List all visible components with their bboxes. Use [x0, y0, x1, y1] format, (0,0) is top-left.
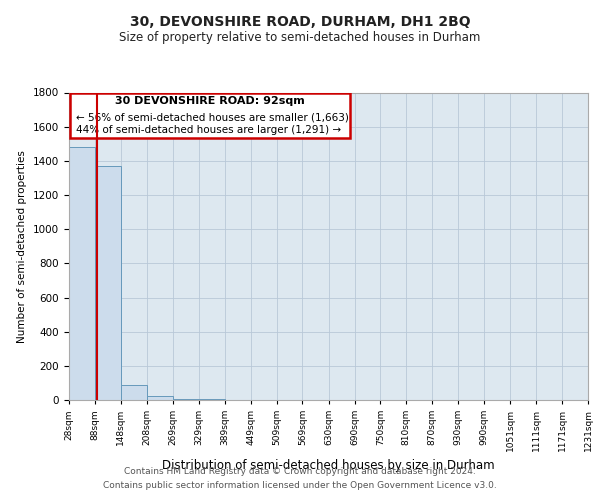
Text: Size of property relative to semi-detached houses in Durham: Size of property relative to semi-detach… [119, 31, 481, 44]
Text: ← 56% of semi-detached houses are smaller (1,663): ← 56% of semi-detached houses are smalle… [76, 113, 349, 123]
Bar [95, 166, 121, 400]
Text: 30 DEVONSHIRE ROAD: 92sqm: 30 DEVONSHIRE ROAD: 92sqm [115, 96, 305, 106]
Text: 30, DEVONSHIRE ROAD, DURHAM, DH1 2BQ: 30, DEVONSHIRE ROAD, DURHAM, DH1 2BQ [130, 16, 470, 30]
Bar [121, 384, 146, 400]
Text: 44% of semi-detached houses are larger (1,291) →: 44% of semi-detached houses are larger (… [76, 125, 341, 135]
Text: Contains HM Land Registry data © Crown copyright and database right 2024.: Contains HM Land Registry data © Crown c… [124, 467, 476, 476]
Text: Contains public sector information licensed under the Open Government Licence v3: Contains public sector information licen… [103, 480, 497, 490]
Bar [173, 399, 199, 400]
Bar [146, 396, 173, 400]
FancyBboxPatch shape [70, 92, 350, 138]
Bar [69, 147, 95, 400]
X-axis label: Distribution of semi-detached houses by size in Durham: Distribution of semi-detached houses by … [162, 460, 495, 472]
Y-axis label: Number of semi-detached properties: Number of semi-detached properties [17, 150, 28, 342]
